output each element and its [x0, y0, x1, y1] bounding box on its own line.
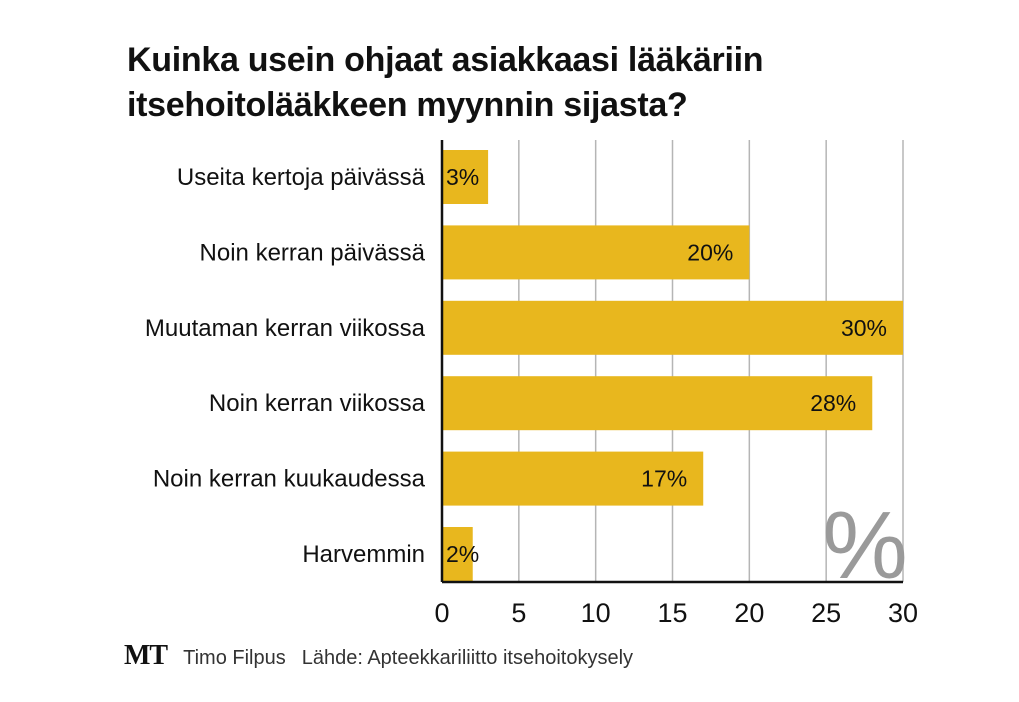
data-label: 28%	[810, 390, 856, 416]
bar	[442, 225, 750, 280]
data-label: 17%	[641, 466, 687, 492]
footer: MT Timo Filpus Lähde: Apteekkariliitto i…	[124, 640, 633, 672]
category-label: Muutaman kerran viikossa	[145, 315, 426, 342]
author: Timo Filpus	[183, 647, 286, 669]
chart-title: Kuinka usein ohjaat asiakkaasi lääkäriin…	[127, 38, 764, 128]
title-line-1: Kuinka usein ohjaat asiakkaasi lääkäriin	[127, 41, 764, 79]
source: Lähde: Apteekkariliitto itsehoitokysely	[301, 647, 634, 669]
category-label: Noin kerran kuukaudessa	[153, 466, 426, 493]
x-tick-label: 30	[888, 598, 918, 628]
x-tick-label: 25	[811, 598, 841, 628]
data-label: 30%	[841, 315, 887, 341]
bar	[442, 300, 903, 355]
category-label: Harvemmin	[302, 541, 425, 568]
bar	[442, 376, 873, 431]
data-label: 2%	[446, 541, 479, 567]
bar	[442, 527, 473, 581]
mt-logo: MT	[124, 640, 168, 671]
x-tick-label: 20	[734, 598, 764, 628]
x-tick-label: 5	[511, 598, 526, 628]
category-label: Noin kerran viikossa	[209, 390, 426, 417]
x-tick-label: 10	[581, 598, 611, 628]
data-label: 3%	[446, 164, 479, 190]
bar	[442, 451, 704, 506]
category-label: Noin kerran päivässä	[200, 239, 426, 266]
data-label: 20%	[687, 239, 733, 265]
x-tick-label: 0	[434, 598, 449, 628]
x-tick-label: 15	[657, 598, 687, 628]
category-label: Useita kertoja päivässä	[177, 164, 426, 191]
title-line-2: itsehoitolääkkeen myynnin sijasta?	[127, 86, 688, 124]
bar	[442, 150, 489, 204]
